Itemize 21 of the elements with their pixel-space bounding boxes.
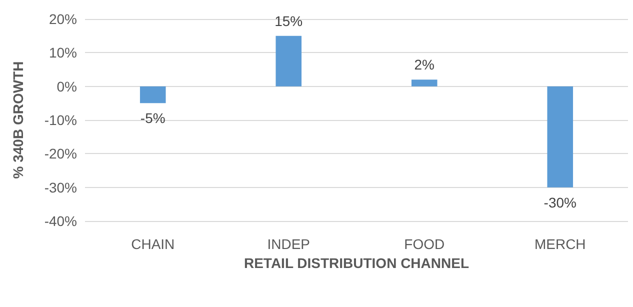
bar	[276, 36, 302, 86]
bar	[411, 80, 438, 86]
data-label: -5%	[140, 110, 166, 126]
y-tick-label: 10%	[48, 44, 77, 61]
data-label: 15%	[274, 12, 303, 29]
y-tick-label: -10%	[44, 112, 77, 128]
bar	[140, 86, 166, 104]
x-tick-label: MERCH	[534, 236, 586, 252]
data-label: 2%	[414, 56, 434, 73]
x-tick-label: FOOD	[404, 236, 445, 252]
x-axis-title: RETAIL DISTRIBUTION CHANNEL	[244, 255, 470, 271]
y-tick-label: 0%	[56, 78, 77, 94]
x-tick-label: CHAIN	[131, 236, 175, 252]
y-tick-label: -40%	[44, 213, 77, 229]
data-label: -30%	[544, 194, 576, 210]
y-axis-title: % 340B GROWTH	[10, 61, 26, 179]
y-tick-label: -20%	[44, 146, 77, 162]
y-tick-label: -30%	[44, 179, 77, 196]
x-tick-label: INDEP	[267, 236, 310, 252]
bar	[547, 86, 574, 188]
y-tick-label: 20%	[48, 11, 77, 27]
